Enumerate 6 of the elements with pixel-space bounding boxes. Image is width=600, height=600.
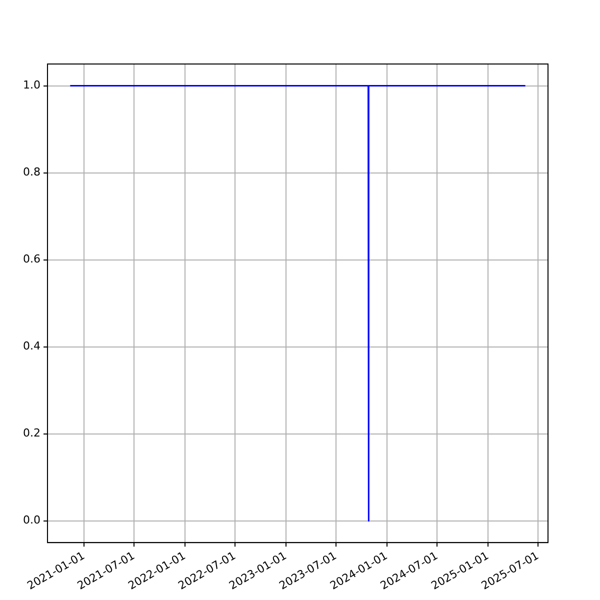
- y-tick-label: 1.0: [22, 78, 40, 92]
- y-tick-label: 0.0: [22, 514, 40, 527]
- y-tick-label: 0.6: [22, 252, 40, 266]
- y-tick-label: 0.4: [22, 340, 40, 353]
- y-tick-label: 0.8: [22, 166, 40, 179]
- y-tick-label: 0.2: [22, 426, 40, 440]
